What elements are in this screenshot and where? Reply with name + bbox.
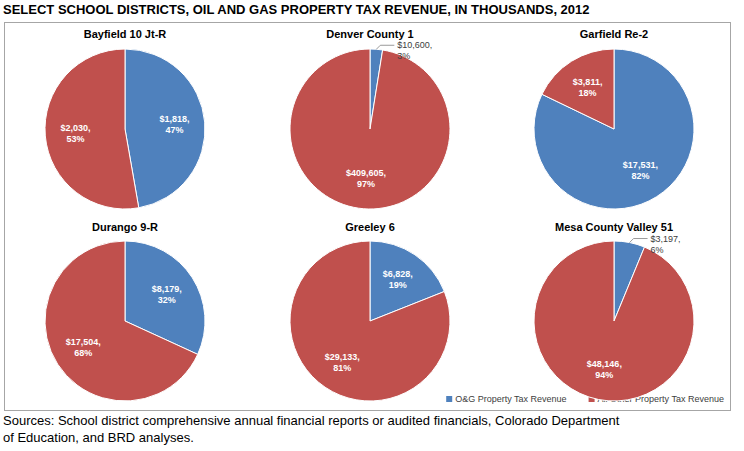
data-label-line: 81% [333,363,351,373]
pie-panel: Denver County 1$10,600,3% $409,605,97% [290,28,450,209]
pie-slice [45,49,139,209]
pie-slices [290,241,450,401]
data-label: $6,828,19% [383,269,413,290]
data-labels: $3,197,6% $48,146,94% [587,234,681,381]
leader-line [376,45,394,49]
pie-panel: Greeley 6 $6,828,19% $29,133,81% [290,221,450,401]
data-label-line: 18% [579,88,597,98]
data-label-line: $3,811, [573,77,603,87]
data-label-line: $1,818, [159,114,189,124]
data-label-line: 94% [595,370,613,380]
pie-title: Greeley 6 [345,221,395,233]
data-label-line: 82% [631,171,649,181]
data-label-line: $2,030, [61,123,91,133]
data-label-line: $17,531, [623,160,658,170]
pie-panel: Durango 9-R $8,179,32% $17,504,68% [45,221,205,401]
data-label-line: 68% [74,348,92,358]
pie-slice [290,241,450,401]
chart-frame [5,23,731,411]
data-labels: $1,818,47% $2,030,53% [61,114,190,144]
data-label-line: 19% [389,280,407,290]
pie-slices [45,49,205,209]
legend-item: O&G Property Tax Revenue [446,394,566,404]
pie-slice [125,49,205,208]
pie-panel: Garfield Re-2 $17,531,82% $3,811,18% [534,28,694,209]
pie-slices [534,241,694,401]
data-label: $409,605,97% [346,168,386,189]
data-label: $3,811,18% [573,77,603,98]
data-label-line: $10,600, [397,40,432,50]
background [0,0,744,451]
source-note: Sources: School district comprehensive a… [3,413,620,428]
data-label-line: $17,504, [66,337,101,347]
pie-title: Durango 9-R [92,221,158,233]
data-label-line: 32% [158,295,176,305]
data-labels: $17,531,82% $3,811,18% [573,77,658,182]
data-label-line: $3,197, [651,234,681,244]
legend-label: O&G Property Tax Revenue [455,394,566,404]
pie-title: Mesa County Valley 51 [555,221,673,233]
data-label: $2,030,53% [61,123,91,144]
data-labels: $6,828,19% $29,133,81% [325,269,413,372]
data-label-line: $48,146, [587,359,622,369]
source-note: of Education, and BRD analyses. [3,430,194,445]
pie-panel: Bayfield 10 Jt-R $1,818,47% $2,030,53% [45,28,205,209]
data-labels: $10,600,3% $409,605,97% [346,40,432,189]
leader-line [630,239,648,243]
pie-slice [534,241,694,401]
data-label: $3,197,6% [651,234,681,255]
pie-slice [45,241,198,401]
data-label: $1,818,47% [159,114,189,135]
pie-slice [542,49,614,129]
data-label-line: 6% [651,245,664,255]
data-label: $8,179,32% [152,284,182,305]
pie-slices [290,49,450,209]
data-label: $48,146,94% [587,359,622,380]
data-label: $17,531,82% [623,160,658,181]
pie-slices [45,241,205,401]
data-label: $17,504,68% [66,337,101,358]
data-label-line: 47% [165,125,183,135]
data-label-line: 53% [67,134,85,144]
chart-canvas: SELECT SCHOOL DISTRICTS, OIL AND GAS PRO… [0,0,744,451]
pie-slice [534,49,694,209]
data-label-line: $409,605, [346,168,386,178]
legend-swatch [446,396,452,402]
data-labels: $8,179,32% $17,504,68% [66,284,182,359]
data-label: $10,600,3% [397,40,432,61]
data-label-line: $29,133, [325,352,360,362]
pie-slice [290,49,450,209]
data-label-line: $8,179, [152,284,182,294]
page-title: SELECT SCHOOL DISTRICTS, OIL AND GAS PRO… [3,2,590,17]
data-label: $29,133,81% [325,352,360,373]
pie-title: Garfield Re-2 [580,28,648,40]
data-label-line: 3% [397,51,410,61]
pie-slices [534,49,694,209]
pie-title: Bayfield 10 Jt-R [84,28,167,40]
data-label-line: 97% [357,179,375,189]
data-label-line: $6,828, [383,269,413,279]
pie-panel: Mesa County Valley 51$3,197,6% $48,146,94… [534,221,694,401]
pie-title: Denver County 1 [326,28,413,40]
